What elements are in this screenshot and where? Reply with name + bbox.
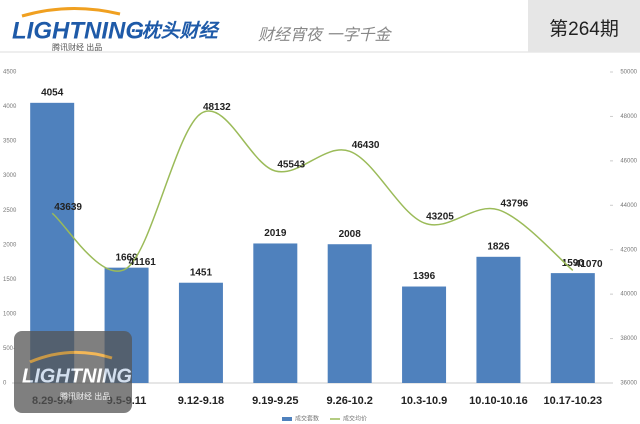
line-label: 41070 — [575, 259, 603, 270]
line-label: 41161 — [129, 257, 157, 268]
y2-tick-label: 46000 — [620, 158, 637, 164]
bar-label: 1826 — [487, 241, 510, 252]
y-tick-label: 0 — [3, 381, 7, 387]
y2-tick-label: 44000 — [620, 203, 637, 209]
x-tick-label: 10.10-10.16 — [469, 395, 528, 407]
watermark-box — [14, 331, 132, 413]
bar-label: 1396 — [413, 271, 436, 282]
y-tick-label: 500 — [3, 346, 14, 352]
x-tick-label: 9.19-9.25 — [252, 395, 298, 407]
bar — [476, 256, 521, 383]
bar — [327, 244, 372, 383]
watermark-swoosh — [29, 350, 113, 364]
x-tick-label: 9.26-10.2 — [326, 395, 372, 407]
y-tick-label: 1000 — [3, 311, 17, 317]
bar-label: 2008 — [339, 229, 362, 240]
x-tick-label: 9.12-9.18 — [178, 395, 224, 407]
logo-swoosh — [21, 6, 121, 18]
y-tick-label: 2000 — [3, 242, 17, 248]
y-tick-label: 4000 — [3, 104, 17, 110]
y-tick-label: 3000 — [3, 173, 17, 179]
issue: 第264期 — [549, 18, 619, 40]
y2-tick-label: 50000 — [620, 70, 637, 76]
bar-label: 1669 — [115, 252, 138, 263]
bar — [253, 243, 298, 383]
y2-tick-label: 36000 — [620, 381, 637, 387]
y-tick-label: 4500 — [3, 70, 17, 76]
bar — [178, 282, 223, 383]
line-label: 43639 — [54, 202, 82, 213]
y2-tick-label: 48000 — [620, 114, 637, 120]
watermark: LIGHTNING 腾讯财经 出品 — [14, 331, 132, 413]
legend-swatch — [282, 417, 292, 421]
logo-sub: 腾讯财经 出品 — [52, 42, 102, 52]
bar — [550, 273, 595, 383]
line-label: 43796 — [500, 198, 528, 209]
y-tick-label: 3500 — [3, 139, 17, 145]
line — [51, 110, 574, 272]
bar-label: 4054 — [41, 87, 64, 98]
line-label: 45543 — [277, 160, 305, 171]
y-tick-label: 1500 — [3, 277, 17, 283]
bar-label: 2019 — [264, 228, 287, 239]
y2-tick-label: 38000 — [620, 336, 637, 342]
line-label: 48132 — [203, 102, 231, 113]
x-tick-label: 10.17-10.23 — [543, 395, 602, 407]
legend-label: 成交套数 — [295, 415, 319, 423]
watermark-logo: LIGHTNING — [22, 365, 132, 387]
brand: · 枕头财经 — [130, 20, 221, 42]
bar-label: 1451 — [190, 267, 213, 278]
y-tick-label: 2500 — [3, 208, 17, 214]
line-label: 43205 — [426, 212, 454, 223]
legend-label: 成交均价 — [343, 415, 367, 423]
watermark-sub: 腾讯财经 出品 — [60, 391, 110, 401]
logo: LIGHTNING — [12, 17, 144, 44]
y2-tick-label: 40000 — [620, 292, 637, 298]
bar-label: 1590 — [562, 258, 585, 269]
x-tick-label: 10.3-10.9 — [401, 395, 447, 407]
line-label: 46430 — [352, 140, 380, 151]
bar — [402, 286, 447, 383]
issue-box — [528, 0, 640, 52]
slogan: 财经宵夜 一字千金 — [258, 26, 392, 44]
y2-tick-label: 42000 — [620, 247, 637, 253]
